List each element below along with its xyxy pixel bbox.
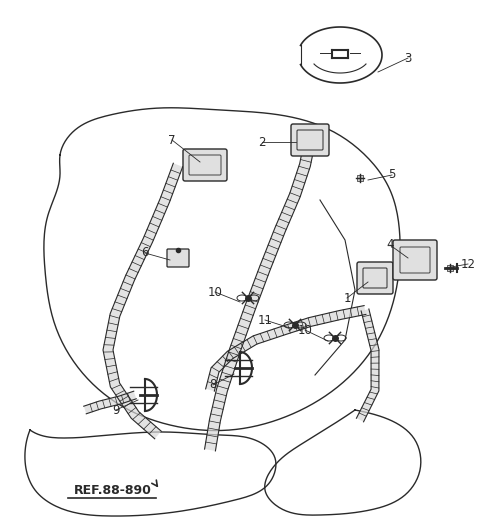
Text: 10: 10 [207,285,222,298]
Text: 5: 5 [388,168,396,181]
Text: 4: 4 [386,238,394,252]
Polygon shape [357,309,379,422]
FancyBboxPatch shape [393,240,437,280]
FancyBboxPatch shape [183,149,227,181]
Polygon shape [204,139,315,451]
Text: 11: 11 [257,313,273,326]
Text: 8: 8 [209,379,216,392]
FancyBboxPatch shape [291,124,329,156]
Text: 6: 6 [141,247,149,260]
Text: 1: 1 [343,292,351,305]
Text: 7: 7 [168,134,176,147]
Polygon shape [84,391,136,414]
Text: REF.88-890: REF.88-890 [74,483,152,496]
Text: 9: 9 [112,404,120,416]
Text: 3: 3 [404,51,412,65]
Text: 10: 10 [298,324,312,337]
FancyBboxPatch shape [167,249,189,267]
Text: 2: 2 [258,136,266,149]
Polygon shape [103,163,183,439]
FancyBboxPatch shape [357,262,393,294]
Polygon shape [205,306,366,391]
Text: 12: 12 [460,257,476,270]
